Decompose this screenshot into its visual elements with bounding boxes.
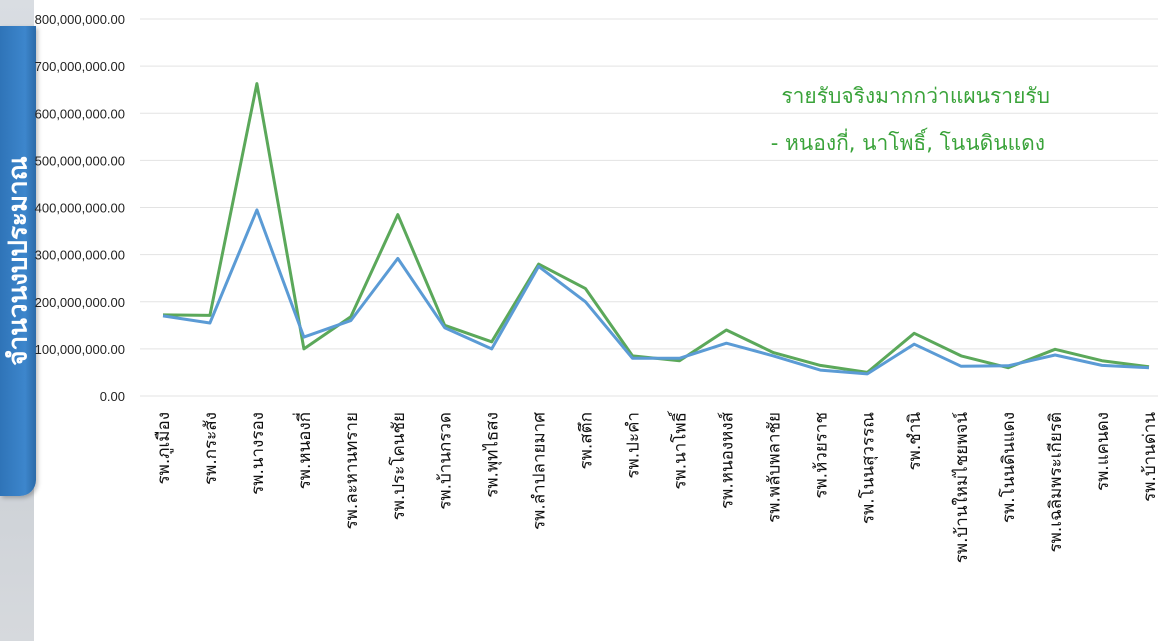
x-tick-label: รพ.ประโคนชัย [388, 412, 409, 520]
series-line-1 [162, 82, 1150, 374]
x-tick-label: รพ.เฉลิมพระเกียรติ [1046, 412, 1066, 552]
x-tick-label: รพ.นาโพธิ์ [667, 410, 690, 490]
x-tick-label: รพ.ชำนิ [905, 412, 925, 471]
x-tick-label: รพ.นางรอง [248, 412, 268, 495]
x-tick-label: รพ.แคนดง [1093, 412, 1113, 491]
x-tick-label: รพ.ห้วยราช [811, 412, 831, 499]
x-tick-label: รพ.บ้านกรวด [436, 412, 456, 510]
gridlines [140, 18, 1158, 397]
y-tick-label: 700,000,000.00 [35, 59, 125, 74]
x-tick-label: รพ.ปะคำ [624, 412, 644, 479]
series-line-2 [162, 208, 1150, 376]
y-axis-label-tab [0, 26, 36, 496]
x-tick-label: รพ.โนนดินแดง [998, 412, 1019, 523]
y-tick-label: 400,000,000.00 [35, 201, 125, 216]
series-lines [162, 82, 1150, 376]
x-tick-label: รพ.ลำปลายมาศ [530, 412, 550, 530]
y-tick-label: 100,000,000.00 [35, 342, 125, 357]
y-tick-labels: 0.00 100,000,000.00 200,000,000.00 300,000,… [35, 12, 125, 404]
x-tick-label: รพ.ละหานทราย [342, 412, 362, 530]
x-tick-label: รพ.บ้านด่าน [1140, 412, 1158, 502]
x-tick-label: รพ.หนองหงส์ [717, 411, 737, 509]
x-tick-label: รพ.หนองกี่ [292, 412, 315, 489]
y-tick-label: 300,000,000.00 [35, 248, 125, 263]
x-tick-label: รพ.บ้านใหม่ไชยพจน์ [951, 412, 972, 564]
x-tick-label: รพ.ภูเมือง [154, 412, 174, 484]
annotation-line-1: รายรับจริงมากกว่าแผนรายรับ [781, 84, 1050, 108]
y-tick-label: 500,000,000.00 [35, 153, 125, 168]
x-tick-label: รพ.พุทไธสง [482, 412, 503, 498]
y-tick-label: 800,000,000.00 [35, 12, 125, 27]
annotation: รายรับจริงมากกว่าแผนรายรับ - หนองกี่, นา… [771, 84, 1050, 155]
y-tick-label: 200,000,000.00 [35, 295, 125, 310]
y-tick-label: 0.00 [100, 389, 125, 404]
x-tick-label: รพ.สตึก [577, 412, 597, 469]
y-tick-label: 600,000,000.00 [35, 106, 125, 121]
x-tick-label: รพ.กระสัง [201, 412, 221, 485]
x-tick-label: รพ.พลับพลาชัย [764, 412, 784, 523]
x-tick-labels: รพ.ภูเมือง รพ.กระสัง รพ.นางรอง รพ.หนองกี่ รพ… [154, 410, 1158, 563]
annotation-line-2: - หนองกี่, นาโพธิ์, โนนดินแดง [771, 127, 1045, 155]
x-tick-label: รพ.โนนสุวรรณ [857, 412, 878, 524]
